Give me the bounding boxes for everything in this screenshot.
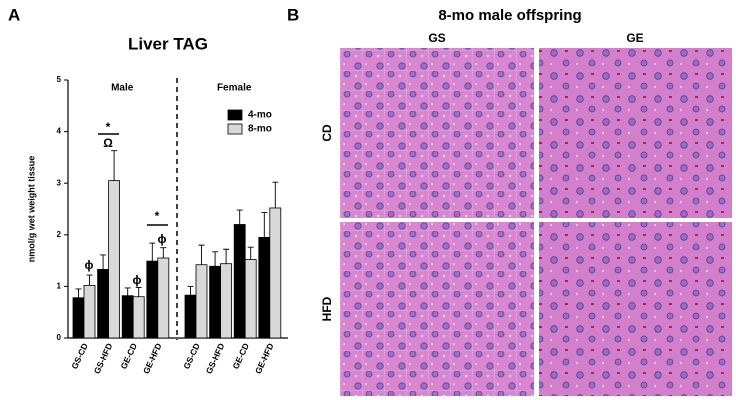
panel-label: A — [8, 5, 20, 24]
error-bar — [198, 244, 205, 265]
error-bar — [111, 150, 118, 181]
y-tick-label: 3 — [57, 178, 62, 187]
group-label: Male — [111, 83, 134, 94]
error-bar — [149, 242, 156, 262]
legend-swatch — [227, 123, 243, 135]
bar — [146, 260, 159, 339]
bar — [209, 265, 222, 339]
bar — [157, 257, 170, 339]
annotation: * — [106, 120, 111, 134]
error-bar — [187, 285, 194, 296]
group-label: Female — [217, 83, 252, 94]
bar — [258, 236, 271, 339]
legend-swatch — [227, 109, 243, 121]
y-tick-label: 5 — [57, 75, 62, 84]
bar — [195, 264, 208, 339]
bar — [72, 297, 85, 339]
panel-label: B — [287, 5, 299, 24]
annotation: ϕ — [158, 232, 167, 246]
error-bar — [223, 248, 230, 264]
bar — [184, 294, 197, 339]
annotation: ϕ — [85, 258, 94, 272]
y-axis-label: nmol/g wet weight tissue — [26, 156, 36, 263]
bar — [97, 268, 109, 339]
error-bar — [212, 251, 219, 267]
y-tick-label: 0 — [57, 333, 62, 342]
error-bar — [247, 246, 254, 260]
x-tick-label: GE-CD — [118, 342, 139, 371]
error-bar — [236, 209, 243, 225]
row-label: HFD — [320, 296, 334, 321]
micrograph — [539, 222, 732, 396]
y-tick-label: 4 — [57, 127, 62, 136]
error-bar — [75, 288, 82, 298]
bar — [244, 259, 257, 339]
x-tick-label: GE-HFD — [253, 342, 276, 376]
x-tick-label: GS-CD — [69, 342, 90, 371]
error-bar — [160, 247, 167, 259]
error-bar — [86, 274, 93, 286]
micrograph — [340, 222, 534, 396]
annotation: * — [155, 209, 160, 223]
x-tick-label: GS-HFD — [92, 342, 115, 376]
legend-label: 8-mo — [248, 124, 272, 135]
x-tick-label: GE-CD — [230, 342, 251, 371]
error-bar — [272, 181, 279, 208]
x-tick-label: GS-HFD — [204, 342, 227, 376]
y-tick-label: 2 — [57, 230, 62, 239]
chart-title: Liver TAG — [128, 34, 208, 53]
x-tick-label: GS-CD — [181, 342, 202, 371]
column-label: GS — [428, 31, 445, 45]
bar — [233, 224, 246, 339]
bar — [83, 284, 96, 339]
micrograph — [340, 48, 534, 218]
row-label: CD — [320, 124, 334, 142]
error-bar — [124, 287, 131, 296]
bar — [121, 295, 134, 339]
y-tick-label: 1 — [57, 282, 62, 291]
column-label: GE — [626, 31, 643, 45]
bar — [132, 296, 145, 339]
annotation: ϕ — [133, 273, 142, 287]
bar — [269, 207, 282, 339]
legend-label: 4-mo — [248, 110, 272, 121]
bar — [108, 180, 120, 339]
micrograph — [539, 48, 732, 218]
x-tick-label: GE-HFD — [141, 342, 164, 376]
error-bar — [100, 254, 107, 270]
micrograph-title: 8-mo male offspring — [438, 7, 581, 24]
error-bar — [261, 212, 268, 238]
annotation: Ω — [103, 136, 113, 150]
bar — [220, 263, 233, 339]
error-bar — [135, 286, 142, 297]
